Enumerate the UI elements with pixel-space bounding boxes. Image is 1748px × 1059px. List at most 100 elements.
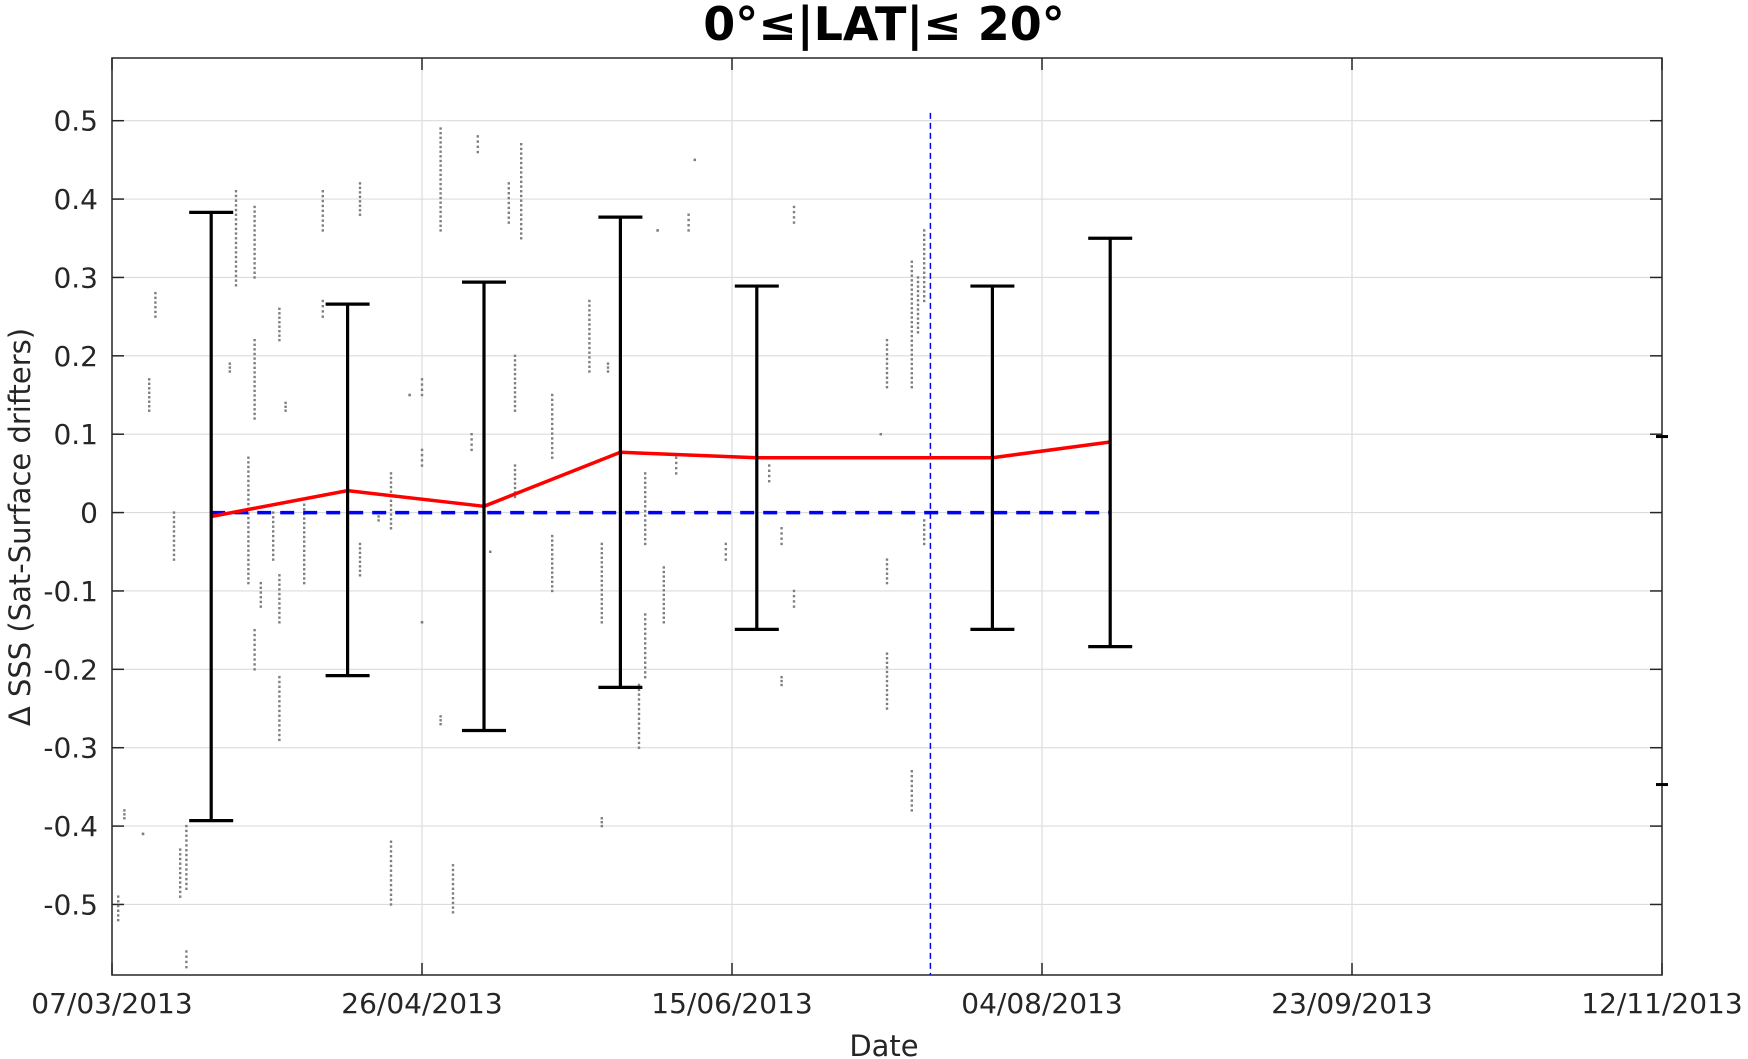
data-point bbox=[389, 898, 393, 901]
data-point bbox=[520, 213, 523, 216]
data-point bbox=[278, 312, 281, 315]
data-point bbox=[179, 862, 182, 865]
data-point bbox=[910, 809, 913, 812]
data-point bbox=[389, 903, 393, 906]
data-point bbox=[662, 616, 665, 619]
data-point bbox=[687, 213, 690, 216]
data-point bbox=[278, 588, 281, 591]
data-point bbox=[278, 597, 281, 600]
data-point bbox=[117, 900, 120, 903]
x-axis-label: Date bbox=[849, 1029, 918, 1059]
data-point bbox=[885, 702, 889, 706]
data-point bbox=[923, 523, 926, 527]
y-tick-label: -0.2 bbox=[43, 653, 98, 686]
data-point bbox=[693, 158, 696, 162]
data-point bbox=[780, 542, 783, 546]
data-point bbox=[253, 338, 256, 342]
data-point bbox=[551, 442, 554, 445]
data-point bbox=[358, 542, 362, 546]
data-point bbox=[247, 558, 250, 562]
data-point bbox=[600, 611, 603, 615]
data-point bbox=[451, 892, 455, 895]
data-point bbox=[247, 567, 250, 571]
data-point bbox=[885, 652, 889, 655]
data-point bbox=[637, 703, 641, 706]
data-point bbox=[600, 817, 603, 820]
data-point bbox=[885, 675, 889, 678]
grid bbox=[111, 58, 1663, 975]
data-point bbox=[303, 508, 306, 511]
data-point bbox=[588, 351, 591, 354]
data-point bbox=[644, 622, 647, 626]
data-point bbox=[389, 859, 393, 863]
data-point bbox=[885, 572, 889, 575]
data-point bbox=[551, 393, 554, 397]
data-point bbox=[253, 257, 256, 260]
data-point bbox=[439, 150, 442, 153]
data-point bbox=[278, 592, 281, 596]
data-point bbox=[675, 456, 678, 459]
data-point bbox=[253, 276, 256, 279]
data-point bbox=[885, 558, 889, 561]
data-point bbox=[179, 876, 182, 880]
data-point bbox=[253, 233, 256, 237]
data-point bbox=[253, 663, 256, 666]
data-point bbox=[551, 585, 554, 588]
data-point bbox=[451, 906, 455, 909]
data-point bbox=[154, 296, 157, 300]
data-point bbox=[179, 857, 182, 861]
data-point bbox=[600, 588, 603, 592]
data-point bbox=[408, 393, 411, 397]
data-point bbox=[910, 358, 913, 361]
data-point bbox=[910, 799, 913, 802]
data-point bbox=[551, 548, 554, 552]
data-point bbox=[439, 164, 442, 167]
data-point bbox=[513, 354, 517, 358]
data-point bbox=[600, 542, 603, 546]
data-point bbox=[389, 883, 393, 887]
data-point bbox=[507, 187, 510, 190]
data-point bbox=[520, 199, 523, 202]
data-point bbox=[253, 362, 256, 365]
data-point bbox=[470, 433, 473, 436]
data-point bbox=[439, 187, 442, 190]
data-point bbox=[154, 291, 157, 295]
data-point bbox=[377, 519, 380, 522]
data-point bbox=[278, 316, 281, 319]
data-point bbox=[278, 719, 281, 722]
data-point bbox=[588, 370, 591, 373]
data-point bbox=[303, 526, 306, 529]
data-point bbox=[148, 382, 151, 386]
data-point bbox=[358, 182, 362, 185]
data-point bbox=[278, 695, 281, 698]
data-point bbox=[284, 401, 287, 405]
data-point bbox=[439, 229, 442, 232]
y-tick-label: -0.5 bbox=[43, 888, 98, 921]
data-point bbox=[451, 868, 455, 872]
data-point bbox=[185, 873, 188, 876]
data-point bbox=[606, 370, 610, 373]
data-point bbox=[234, 227, 238, 231]
data-point bbox=[644, 538, 647, 541]
data-point bbox=[780, 537, 783, 540]
data-point bbox=[551, 417, 554, 421]
data-point bbox=[389, 527, 393, 530]
data-point bbox=[389, 840, 393, 843]
data-point bbox=[923, 233, 926, 237]
data-point bbox=[644, 481, 647, 484]
data-point bbox=[513, 382, 517, 385]
data-point bbox=[637, 717, 641, 720]
data-point bbox=[885, 385, 889, 389]
data-point bbox=[148, 396, 151, 399]
data-point bbox=[253, 266, 256, 270]
data-point bbox=[278, 334, 281, 337]
data-point bbox=[154, 301, 157, 304]
data-point bbox=[303, 549, 306, 553]
data-point bbox=[885, 707, 889, 710]
chart-title: 0°≤|LAT|≤ 20° bbox=[703, 0, 1064, 52]
y-axis-label: Δ SSS (Sat-Surface drifters) bbox=[3, 328, 37, 726]
data-point bbox=[247, 535, 250, 538]
y-tick-label: 0.2 bbox=[53, 340, 98, 373]
data-point bbox=[253, 243, 256, 246]
data-point bbox=[284, 409, 287, 412]
